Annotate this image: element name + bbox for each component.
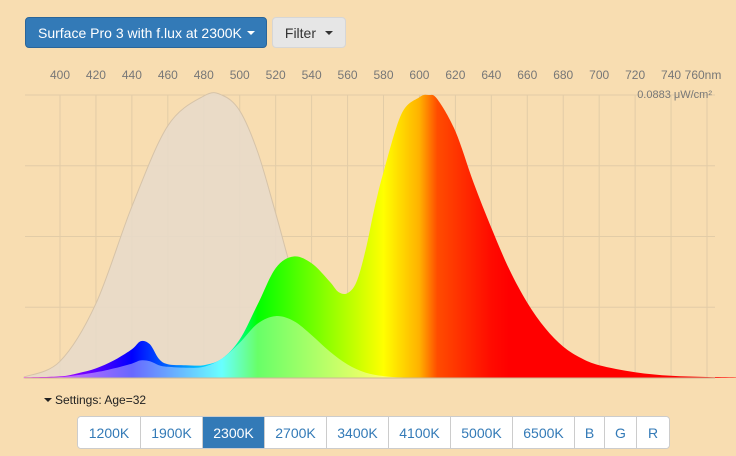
device-dropdown-button[interactable]: Surface Pro 3 with f.lux at 2300K	[25, 17, 267, 48]
series-area-adjusted	[24, 316, 420, 378]
x-tick-label: 760nm	[685, 68, 722, 82]
x-tick-label: 600	[409, 68, 429, 82]
chart-series	[23, 92, 736, 379]
x-tick-label: 700	[589, 68, 609, 82]
temperature-button-group: 1200K 1900K 2300K 2700K 3400K 4100K 5000K 6500K…	[77, 416, 670, 449]
temperature-button-5000k[interactable]: 5000K	[450, 417, 512, 448]
settings-toggle[interactable]: Settings: Age=32	[44, 393, 146, 407]
device-dropdown-label: Surface Pro 3 with f.lux at 2300K	[38, 24, 242, 41]
temperature-button-2700k[interactable]: 2700K	[264, 417, 326, 448]
caret-down-icon	[44, 398, 52, 402]
spectrum-chart: 400 420 440 460 480 500 520 540 560 580 600 620 640 6…	[23, 68, 736, 379]
settings-label: Settings: Age=32	[55, 393, 147, 407]
x-tick-label: 580	[373, 68, 393, 82]
x-tick-label: 660	[517, 68, 537, 82]
temperature-button-4100k[interactable]: 4100K	[388, 417, 450, 448]
x-tick-label: 740	[661, 68, 681, 82]
x-tick-label: 640	[481, 68, 501, 82]
x-tick-label: 520	[266, 68, 286, 82]
temperature-button-6500k[interactable]: 6500K	[512, 417, 574, 448]
temperature-button-g[interactable]: G	[604, 417, 636, 448]
filter-dropdown-button[interactable]: Filter	[271, 17, 346, 48]
x-tick-label: 500	[230, 68, 250, 82]
toolbar: Surface Pro 3 with f.lux at 2300K Filter	[25, 17, 346, 48]
chevron-down-icon	[246, 30, 255, 35]
x-tick-label: 480	[194, 68, 214, 82]
x-axis-ticks: 400 420 440 460 480 500 520 540 560 580 600 620 640 6…	[50, 68, 721, 82]
x-tick-label: 680	[553, 68, 573, 82]
x-tick-label: 460	[158, 68, 178, 82]
x-tick-label: 540	[302, 68, 322, 82]
x-tick-label: 420	[86, 68, 106, 82]
x-tick-label: 560	[338, 68, 358, 82]
x-tick-label: 720	[625, 68, 645, 82]
x-tick-label: 400	[50, 68, 70, 82]
temperature-button-1900k[interactable]: 1900K	[140, 417, 202, 448]
temperature-button-1200k[interactable]: 1200K	[78, 417, 140, 448]
x-tick-label: 620	[445, 68, 465, 82]
temperature-button-3400k[interactable]: 3400K	[326, 417, 388, 448]
temperature-button-2300k[interactable]: 2300K	[202, 417, 264, 448]
x-tick-label: 440	[122, 68, 142, 82]
series-area-spectrum	[24, 94, 736, 378]
temperature-button-r[interactable]: R	[636, 417, 669, 448]
filter-dropdown-label: Filter	[284, 24, 317, 41]
temperature-button-b[interactable]: B	[574, 417, 604, 448]
y-axis-max-label: 0.0883 μW/cm²	[637, 89, 712, 101]
chevron-down-icon	[324, 30, 333, 35]
